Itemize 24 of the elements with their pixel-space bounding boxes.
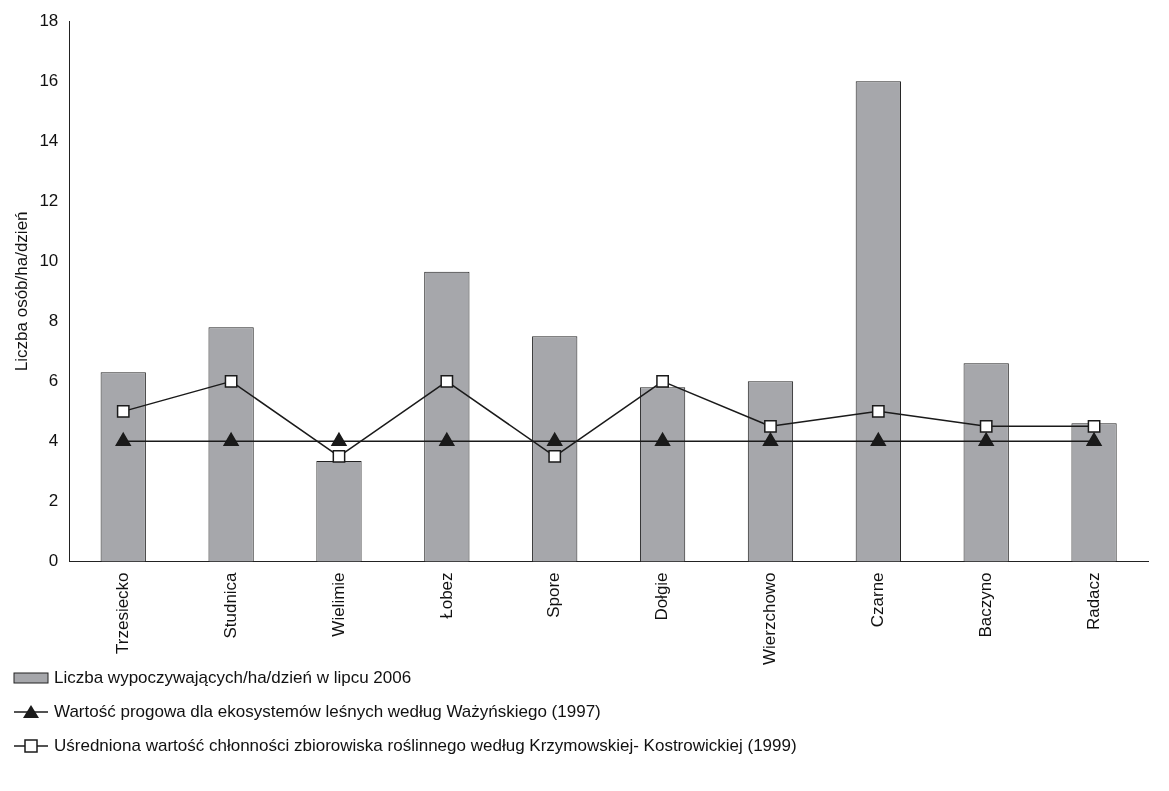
x-tick-label: Dołgie bbox=[652, 572, 672, 621]
y-tick-label: 4 bbox=[48, 431, 59, 451]
legend-label: Liczba wypoczywających/ha/dzień w lipcu 2006 bbox=[54, 668, 412, 688]
x-tick-label: Baczyno bbox=[975, 572, 995, 638]
y-tick-label: 8 bbox=[48, 311, 59, 331]
legend-label: Wartość progowa dla ekosystemów leśnych według Ważyńskiego (1997) bbox=[54, 702, 601, 722]
y-tick-label: 14 bbox=[39, 130, 59, 150]
y-tick-label: 2 bbox=[48, 491, 59, 511]
x-tick-label: Czarne bbox=[868, 572, 888, 628]
y-axis-title: Liczba osób/ha/dzień bbox=[11, 211, 31, 372]
y-tick-label: 12 bbox=[39, 190, 59, 210]
x-tick-label: Łobez bbox=[436, 572, 456, 619]
y-tick-label: 6 bbox=[48, 371, 59, 391]
x-tick-label: Radacz bbox=[1083, 572, 1103, 631]
y-tick-label: 18 bbox=[39, 10, 59, 30]
x-tick-label: Trzesiecko bbox=[112, 572, 132, 654]
x-tick-label: Studnica bbox=[220, 571, 240, 639]
y-tick-label: 0 bbox=[48, 551, 59, 571]
x-tick-label: Wierzchowo bbox=[760, 572, 780, 666]
legend-label: Uśredniona wartość chłonności zbiorowiska roślinnego według Krzymowskiej- Kostrowickiej (1999) bbox=[54, 736, 797, 756]
x-tick-label: Wielimie bbox=[328, 572, 348, 637]
x-tick-label: Spore bbox=[544, 572, 564, 618]
y-tick-label: 16 bbox=[39, 70, 59, 90]
y-tick-label: 10 bbox=[39, 250, 59, 270]
